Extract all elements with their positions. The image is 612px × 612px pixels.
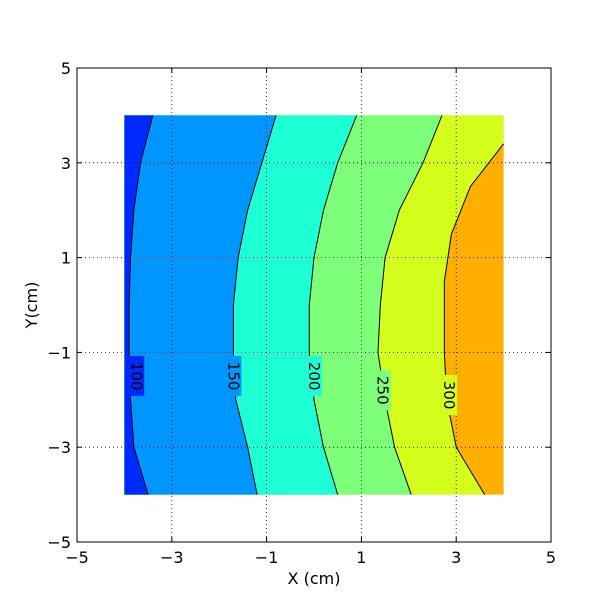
contour-label-gap (306, 356, 322, 397)
contour-label-250: 250 (374, 376, 392, 405)
tick-layer: −5−5 −3 −3 −1 −1 1 1 3 3 5 5 (47, 59, 556, 567)
x-tick-label: −3 (160, 548, 184, 567)
y-tick-label: 3 (61, 154, 71, 173)
contour-line-300 (443, 143, 504, 495)
contour-label-200: 200 (305, 362, 323, 391)
x-tick-label: −1 (255, 548, 279, 567)
grid-layer (77, 68, 551, 542)
y-tick-label: −5 (47, 533, 71, 552)
x-axis-label: X (cm) (288, 569, 341, 588)
plot-frame (76, 67, 552, 543)
y-tick-label: −3 (47, 438, 71, 457)
y-tick-label: 1 (61, 249, 71, 268)
x-tick-label: 3 (451, 548, 461, 567)
contour-line-250 (377, 115, 443, 495)
x-tick-label: 1 (356, 548, 366, 567)
contour-line-150 (232, 115, 277, 495)
fill-band-1 (124, 115, 277, 495)
contour-label-gap (374, 370, 391, 411)
contour-label-100: 100 (127, 362, 145, 391)
x-tick-label: 5 (546, 548, 556, 567)
contour-label-gap (441, 375, 458, 416)
contour-fill-layer (124, 115, 504, 495)
contour-label-300: 300 (440, 381, 458, 410)
contour-label-layer: 100 150 200 250 300 (127, 356, 458, 416)
contour-line-layer (128, 115, 504, 495)
contour-line-200 (308, 115, 358, 495)
contour-label-150: 150 (224, 362, 242, 391)
contour-label-gap (225, 356, 242, 397)
y-axis-label: Y(cm) (22, 282, 41, 330)
contour-label-gap (128, 356, 145, 397)
contour-line-100 (128, 115, 154, 495)
y-tick-label: 5 (61, 59, 71, 78)
x-tick-label: −5 (65, 548, 89, 567)
y-tick-label: −1 (47, 343, 71, 362)
fill-band-0 (124, 115, 153, 495)
